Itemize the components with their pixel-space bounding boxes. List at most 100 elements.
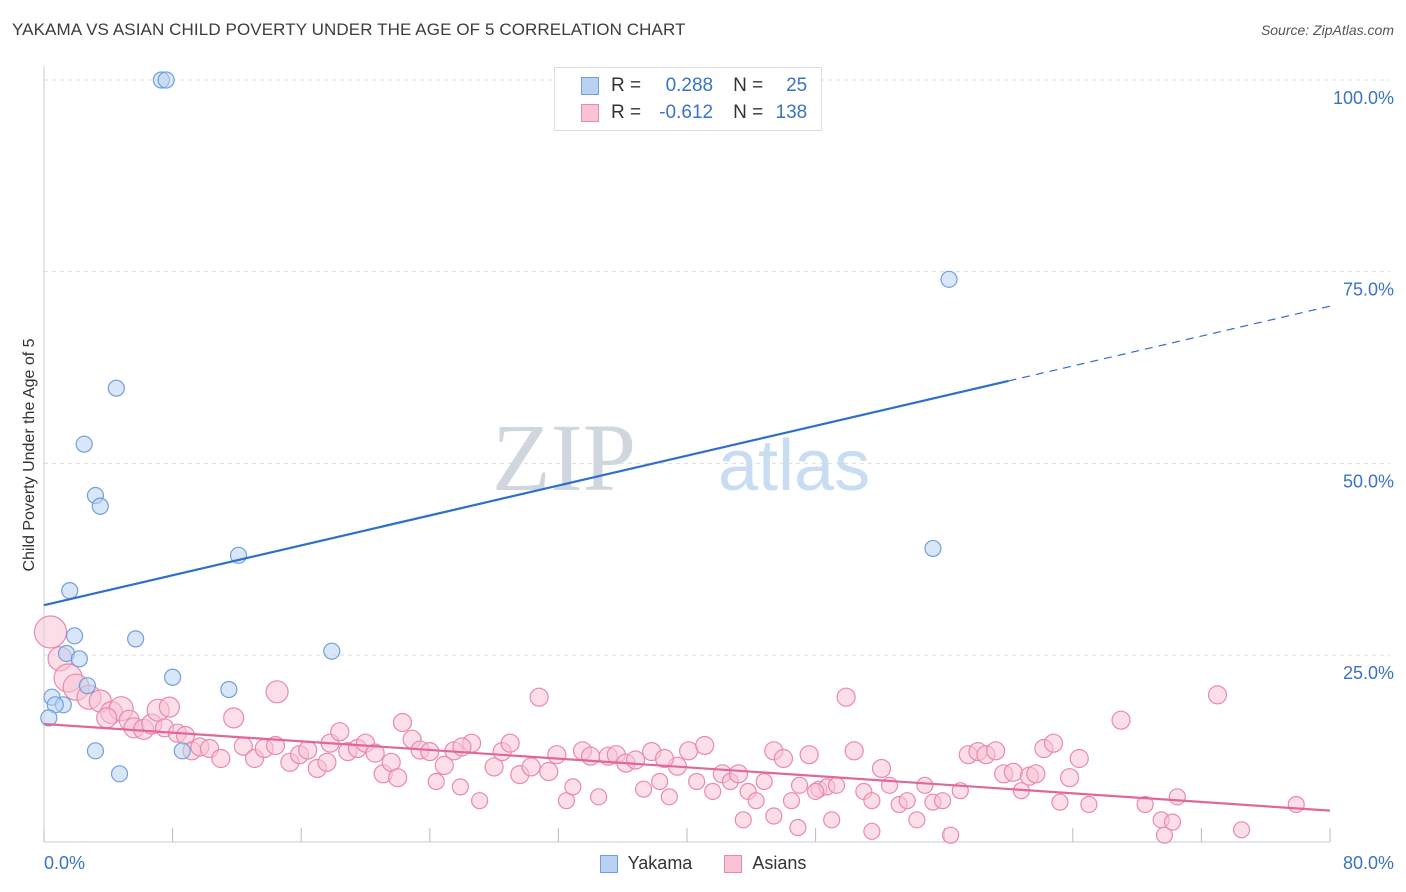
data-point-asians [773,748,794,769]
data-point-yakama [86,742,105,760]
legend-r-label: R = [611,102,642,123]
data-point-yakama [75,435,93,453]
data-point-asians [836,687,856,707]
data-point-yakama [157,71,175,89]
data-point-asians [1026,764,1046,784]
data-point-asians [589,788,608,806]
legend-swatch-asians [724,854,743,873]
data-point-yakama [78,677,97,695]
data-point-asians [365,743,385,763]
data-point-asians [799,745,819,765]
data-point-asians [1168,788,1186,806]
data-point-asians [1051,793,1069,811]
data-point-yakama [107,379,125,397]
data-point-asians [863,792,881,810]
data-point-asians [806,782,825,801]
data-point-yakama [220,680,238,699]
data-point-asians [728,764,749,784]
data-point-asians [1232,821,1251,839]
data-point-asians [330,722,350,742]
data-point-asians [844,741,864,761]
data-point-asians [434,755,454,776]
data-point-yakama [323,642,341,660]
data-point-asians [747,792,765,810]
data-point-asians [388,768,408,788]
data-point-asians [158,696,180,718]
trend-line-asians [43,722,1331,812]
data-point-yakama [61,581,79,600]
y-tick-label: 75.0% [1343,280,1394,300]
data-point-asians [529,687,549,707]
series-yakama [40,71,958,783]
legend-row-asians: R = -0.612 N = 138 [581,101,807,125]
data-point-asians [755,772,773,791]
data-point-asians [871,758,892,779]
tick-labels: 25.0% 50.0% 75.0% 100.0% 0.0% 80.0% [44,88,1394,873]
legend-swatch-yakama [581,77,599,95]
y-tick-label: 25.0% [1343,663,1394,683]
gridlines [44,79,1390,656]
data-point-asians [625,750,646,770]
legend-label-yakama: Yakama [627,853,693,873]
data-point-asians [863,822,881,840]
data-point-asians [651,772,669,791]
trend-lines [43,305,1331,812]
data-point-asians [916,776,934,794]
legend-swatch-asians [581,104,599,122]
y-tick-label: 50.0% [1343,471,1394,491]
data-point-asians [1207,685,1228,705]
data-point-asians [580,746,601,766]
data-point-yakama [127,630,145,648]
data-point-asians [1069,748,1089,769]
data-point-asians [1163,813,1182,831]
data-point-asians [823,811,841,829]
data-point-asians [704,782,722,801]
trend-line-extension-yakama [1008,305,1331,382]
data-point-asians [1136,795,1154,814]
chart-title: YAKAMA VS ASIAN CHILD POVERTY UNDER THE … [12,20,686,39]
data-point-asians [420,741,440,762]
watermark-atlas: atlas [718,426,870,506]
data-point-asians [1043,733,1064,753]
legend-r-value: -0.612 [659,102,714,123]
legend-n-label: N = [733,75,764,96]
legend-r-value: 0.288 [665,75,714,96]
data-point-asians [827,776,846,794]
data-point-yakama [110,765,129,783]
legend-n-label: N = [733,102,764,123]
data-point-asians [33,615,68,649]
data-point-asians [427,772,445,791]
data-point-asians [564,778,582,796]
data-point-asians [695,735,715,756]
series-legend: Yakama Asians [0,853,1406,874]
data-point-asians [484,757,504,777]
data-point-asians [790,776,809,794]
data-point-asians [782,792,801,810]
data-point-yakama [70,650,88,668]
data-point-yakama [91,497,109,515]
data-point-asians [679,741,699,761]
data-point-asians [451,778,469,796]
legend-swatch-yakama [599,854,618,873]
data-point-asians [908,811,926,829]
data-point-asians [933,792,952,810]
data-point-asians [1155,826,1174,844]
data-point-asians [986,741,1006,761]
data-point-asians [557,792,576,810]
data-point-asians [211,748,231,769]
data-point-yakama [173,742,191,760]
data-point-asians [547,745,567,765]
x-tick-label: 0.0% [44,853,85,873]
data-point-asians [660,788,678,806]
data-point-asians [634,780,653,798]
source-label: Source: ZipAtlas.com [1260,22,1394,38]
data-point-asians [96,707,118,729]
data-point-asians [298,740,318,760]
series-asians [33,615,1305,844]
legend-item-asians[interactable]: Asians [724,853,806,874]
data-point-asians [789,818,807,837]
legend-row-yakama: R = 0.288 N = 25 [581,74,807,98]
data-point-asians [500,733,520,753]
legend-item-yakama[interactable]: Yakama [599,853,693,874]
data-point-asians [765,807,783,825]
